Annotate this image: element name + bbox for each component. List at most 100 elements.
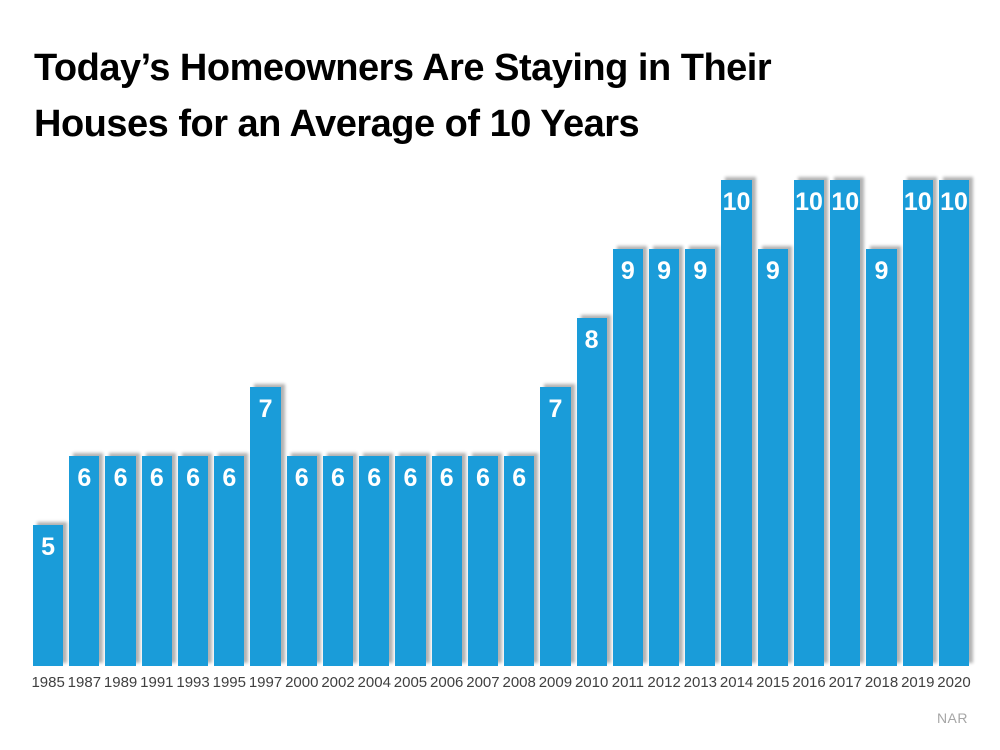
bar-value-label: 9: [874, 256, 889, 285]
bar-2011: 9: [612, 248, 643, 666]
bar-column-2000: 6: [286, 156, 317, 666]
bar-2004: 6: [359, 455, 390, 666]
bar-1993: 6: [177, 455, 209, 666]
bar-column-2013: 9: [685, 156, 716, 666]
bar-2008: 6: [504, 455, 535, 666]
x-axis-label-text: 2008: [502, 674, 536, 691]
bar-value-label: 6: [294, 463, 309, 492]
x-axis-label-text: 1987: [67, 674, 102, 691]
bar-1985: 5: [33, 524, 64, 666]
bar-value-label: 7: [548, 394, 563, 423]
x-axis-label-text: 2000: [285, 674, 319, 691]
bar-column-2012: 9: [648, 156, 680, 666]
bar-value-label: 6: [512, 463, 527, 492]
x-axis-label-1987: 1987: [67, 673, 102, 693]
bar-value-label: 6: [222, 463, 237, 492]
x-axis-label-text: 1985: [31, 674, 65, 691]
x-axis-label-text: 2010: [574, 674, 609, 691]
bar-column-1997: 7: [250, 156, 281, 666]
x-axis-label-2015: 2015: [756, 673, 790, 693]
x-axis-label-2000: 2000: [285, 673, 319, 693]
bar-column-1985: 5: [33, 156, 64, 666]
x-axis-label-2012: 2012: [647, 673, 681, 693]
bar-column-1987: 6: [69, 156, 100, 666]
x-axis-label-text: 2019: [901, 674, 935, 691]
bar-value-label: 6: [113, 463, 128, 492]
x-axis-label-2016: 2016: [792, 673, 826, 693]
bar-column-2005: 6: [395, 156, 426, 666]
bar-value-label: 9: [657, 256, 672, 285]
bar-2015: 9: [757, 248, 788, 666]
x-axis-label-text: 2018: [864, 674, 899, 691]
bar-column-2006: 6: [431, 156, 462, 666]
x-axis-label-1997: 1997: [248, 673, 283, 693]
bar-value-label: 6: [403, 463, 418, 492]
source-attribution: NAR: [936, 710, 968, 726]
bar-value-label: 6: [439, 463, 454, 492]
x-axis-label-text: 2005: [393, 674, 428, 691]
x-axis-label-text: 2016: [792, 674, 826, 691]
bar-column-2017: 10: [830, 156, 861, 666]
bar-column-1989: 6: [105, 156, 136, 666]
bar-value-label: 6: [186, 463, 200, 492]
bar-column-2019: 10: [902, 156, 933, 666]
bar-2016: 10: [793, 179, 825, 666]
chart-title: Today’s Homeowners Are Staying in Their H…: [34, 40, 964, 152]
bar-2009: 7: [540, 386, 571, 666]
bar-value-label: 10: [831, 187, 860, 216]
x-axis-label-2005: 2005: [393, 673, 428, 693]
bar-column-2004: 6: [359, 156, 390, 666]
x-axis-label-2008: 2008: [502, 673, 536, 693]
x-axis-label-text: 1991: [140, 674, 174, 691]
bar-2007: 6: [467, 455, 499, 666]
bar-value-label: 9: [693, 256, 708, 285]
x-axis-label-text: 1989: [103, 674, 138, 691]
bar-value-label: 10: [795, 187, 823, 216]
x-axis-label-text: 2004: [357, 674, 391, 691]
chart-title-line-1: Today’s Homeowners Are Staying in Their: [34, 47, 772, 89]
bar-2012: 9: [648, 248, 680, 666]
bar-2000: 6: [286, 455, 317, 666]
x-axis-label-text: 1997: [248, 674, 283, 691]
bar-value-label: 10: [903, 187, 932, 216]
x-axis: 1985 1987 1989 1991 1993 1995 1997 2000 2002 2004…: [31, 673, 970, 693]
x-axis-label-2018: 2018: [864, 673, 899, 693]
bar-column-2007: 6: [467, 156, 499, 666]
bar-column-2008: 6: [504, 156, 535, 666]
x-axis-label-2007: 2007: [466, 673, 499, 693]
x-axis-label-2019: 2019: [901, 673, 935, 693]
x-axis-label-text: 2015: [756, 674, 790, 691]
chart-title-line-2: Houses for an Average of 10 Years: [34, 103, 640, 145]
x-axis-label-2010: 2010: [574, 673, 609, 693]
x-axis-label-text: 1995: [212, 674, 246, 691]
x-axis-label-2004: 2004: [357, 673, 391, 693]
bar-2010: 8: [576, 317, 607, 666]
x-axis-label-text: 2002: [321, 674, 355, 691]
bar-column-1993: 6: [177, 156, 209, 666]
bar-value-label: 6: [475, 463, 490, 492]
x-axis-label-1993: 1993: [176, 673, 210, 693]
x-axis-label-1995: 1995: [212, 673, 246, 693]
bar-column-2011: 9: [612, 156, 643, 666]
x-axis-label-text: 2006: [430, 674, 464, 691]
bar-value-label: 9: [765, 256, 780, 285]
bar-column-2010: 8: [576, 156, 607, 666]
bar-column-1991: 6: [141, 156, 172, 666]
x-axis-label-text: 2012: [647, 674, 681, 691]
bar-value-label: 6: [149, 463, 164, 492]
x-axis-label-text: 2013: [683, 674, 718, 691]
bar-column-2002: 6: [322, 156, 354, 666]
x-axis-label-text: 1993: [176, 674, 210, 691]
x-axis-label-2011: 2011: [612, 673, 644, 693]
bar-2018: 9: [866, 248, 897, 666]
x-axis-label-2017: 2017: [829, 673, 862, 693]
x-axis-label-text: 2009: [538, 674, 573, 691]
bar-1991: 6: [141, 455, 172, 666]
bar-2006: 6: [431, 455, 462, 666]
bar-value-label: 10: [722, 187, 751, 216]
x-axis-label-1985: 1985: [31, 673, 65, 693]
bar-2017: 10: [830, 179, 861, 666]
bar-2013: 9: [685, 248, 716, 666]
bar-column-2016: 10: [793, 156, 825, 666]
